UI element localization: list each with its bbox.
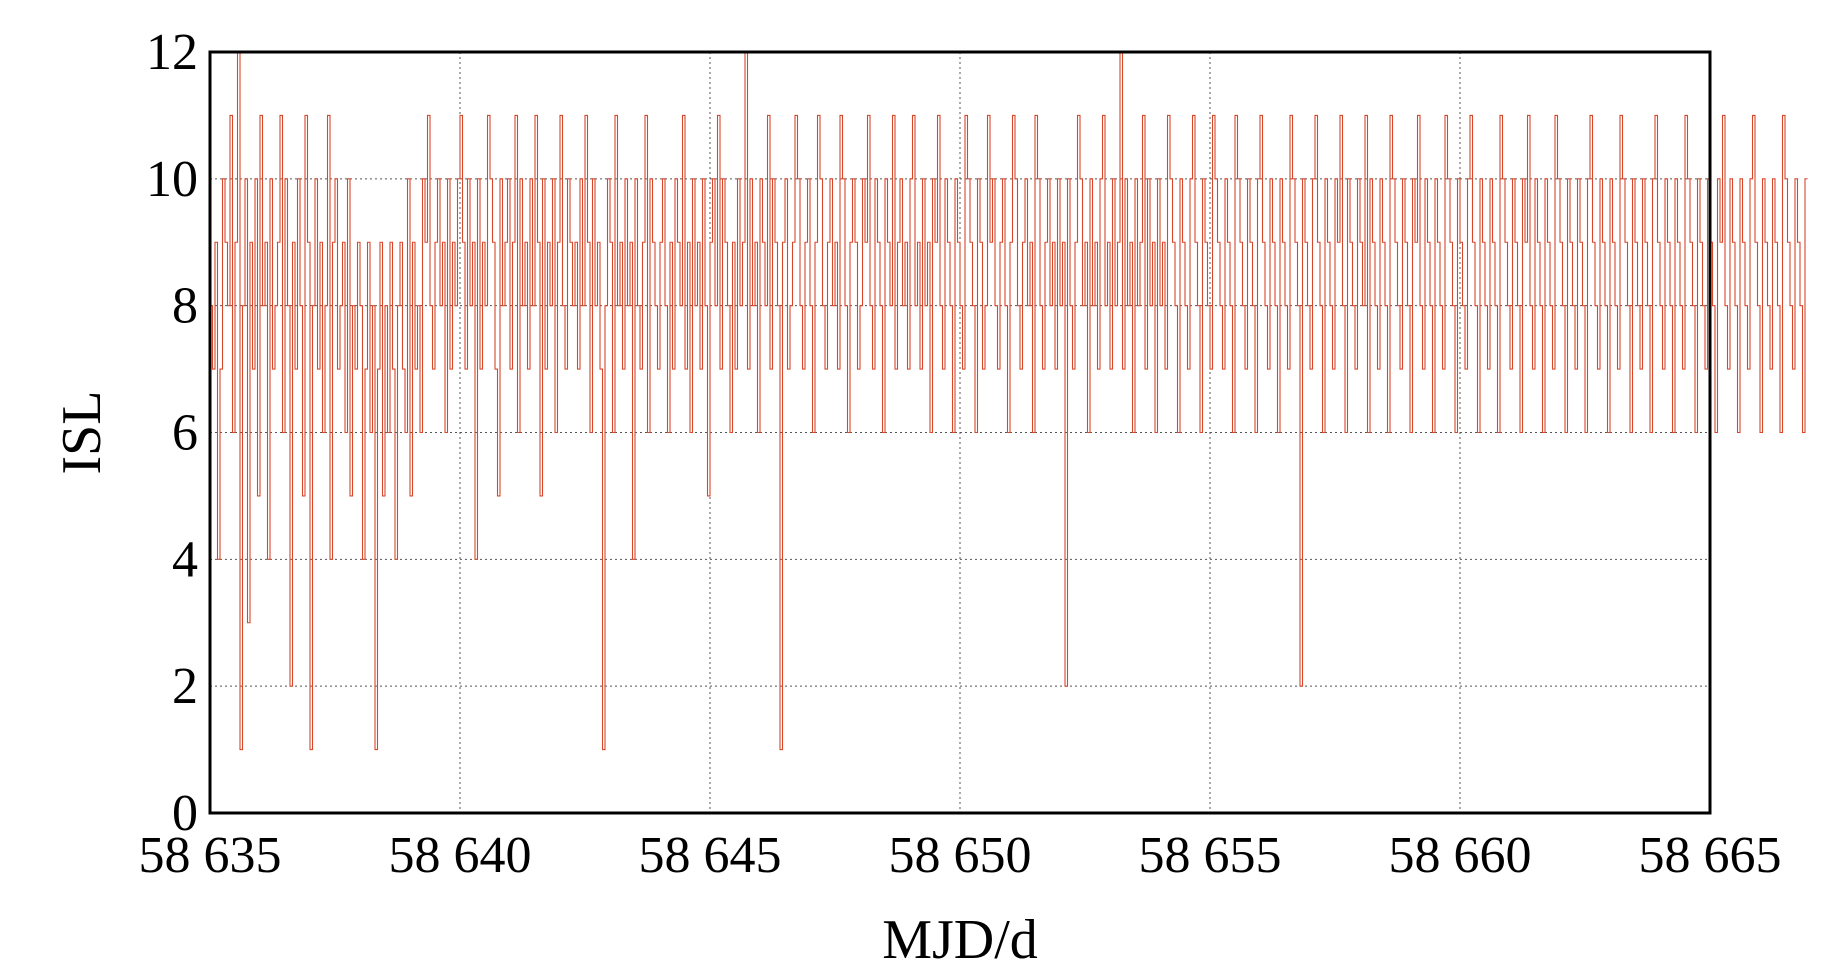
x-tick-labels: 58 635 58 640 58 645 58 650 58 655 58 660 58 6… [139,827,1782,884]
y-tick-label: 12 [146,24,198,81]
x-tick-label: 58 650 [889,827,1032,884]
x-tick-label: 58 660 [1389,827,1532,884]
y-tick-label: 10 [146,151,198,208]
y-tick-label: 2 [172,658,198,715]
isl-series-line [210,51,1808,751]
series-layer [210,51,1808,751]
y-tick-label: 4 [172,531,198,588]
x-tick-label: 58 655 [1139,827,1282,884]
y-tick-label: 6 [172,405,198,462]
grid-lines [210,52,1710,813]
x-tick-label: 58 640 [389,827,532,884]
x-tick-label: 58 635 [139,827,282,884]
x-tick-label: 58 645 [639,827,782,884]
y-tick-labels: 0 2 4 6 8 10 12 [146,24,198,842]
plot-frame [208,50,1712,815]
x-axis-label: MJD/d [882,909,1038,969]
y-tick-label: 0 [172,785,198,842]
x-tick-label: 58 665 [1639,827,1782,884]
y-axis-label: ISL [51,391,113,475]
y-tick-label: 8 [172,278,198,335]
